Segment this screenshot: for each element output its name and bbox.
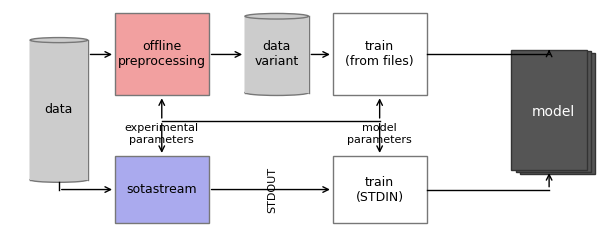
- Bar: [30, 40, 88, 180]
- Bar: [245, 16, 308, 93]
- Bar: [511, 50, 587, 170]
- Text: data: data: [45, 103, 73, 116]
- Ellipse shape: [30, 177, 88, 182]
- Text: model
parameters: model parameters: [347, 123, 412, 145]
- Ellipse shape: [30, 38, 88, 43]
- Bar: [333, 156, 427, 223]
- Ellipse shape: [245, 90, 308, 95]
- Bar: [520, 53, 595, 174]
- Text: experimental
parameters: experimental parameters: [125, 123, 199, 145]
- Text: train
(STDIN): train (STDIN): [356, 175, 404, 203]
- Bar: [516, 51, 591, 172]
- Text: STDOUT: STDOUT: [267, 167, 277, 213]
- Bar: [115, 156, 209, 223]
- Text: model: model: [532, 105, 575, 119]
- Bar: [115, 13, 209, 95]
- Ellipse shape: [245, 13, 308, 19]
- Text: sotastream: sotastream: [126, 183, 197, 196]
- Text: data
variant: data variant: [255, 41, 299, 69]
- Text: train
(from files): train (from files): [345, 41, 414, 69]
- Text: offline
preprocessing: offline preprocessing: [118, 41, 206, 69]
- Bar: [333, 13, 427, 95]
